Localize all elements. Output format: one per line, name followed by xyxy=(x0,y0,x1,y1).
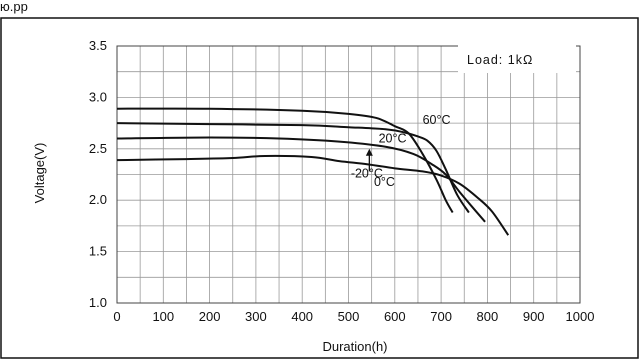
load-legend-background xyxy=(458,45,576,73)
series-group xyxy=(116,107,510,236)
y-tick-label: 1.0 xyxy=(89,295,107,310)
x-tick-label: 800 xyxy=(477,309,499,324)
curve-labels: 60°C 20°C -20°C0°C xyxy=(351,113,451,189)
y-tick-label: 2.5 xyxy=(89,141,107,156)
series-line-60C xyxy=(116,107,454,214)
series-line-minus20C xyxy=(116,154,510,236)
y-tick-label: 1.5 xyxy=(89,244,107,259)
x-tick-label: 300 xyxy=(245,309,267,324)
load-legend-text: Load: 1kΩ xyxy=(467,53,533,67)
curve-label: 60°C xyxy=(423,113,451,127)
curve-label: 0°C xyxy=(374,175,395,189)
x-tick-label: 400 xyxy=(291,309,313,324)
plot-area-border xyxy=(116,45,581,304)
y-tick-label: 3.0 xyxy=(89,89,107,104)
series-line-0C xyxy=(116,136,486,223)
x-tick-label: 1000 xyxy=(566,309,595,324)
x-tick-label: 700 xyxy=(430,309,452,324)
tick-labels: 0 100 200 300 400 500 600 700 800 900 1000 1.0 1.5 2.… xyxy=(89,38,595,324)
chart-frame xyxy=(0,17,639,359)
curve-label: -20°C xyxy=(351,167,383,181)
partial-title: ю.рр xyxy=(0,0,28,14)
plot-border xyxy=(116,45,581,304)
curve-label: 20°C xyxy=(379,132,407,146)
grid xyxy=(116,45,581,304)
load-legend: Load: 1kΩ xyxy=(458,45,576,73)
y-axis-title: Voltage(V) xyxy=(32,143,47,204)
series-line-20C xyxy=(116,122,470,214)
x-axis-title: Duration(h) xyxy=(322,339,387,354)
x-tick-label: 900 xyxy=(523,309,545,324)
x-tick-label: 200 xyxy=(199,309,221,324)
x-tick-label: 600 xyxy=(384,309,406,324)
x-tick-label: 0 xyxy=(113,309,120,324)
pointer-arrow-head xyxy=(365,148,373,156)
x-tick-label: 500 xyxy=(338,309,360,324)
y-tick-label: 3.5 xyxy=(89,38,107,53)
x-tick-label: 100 xyxy=(152,309,174,324)
y-tick-label: 2.0 xyxy=(89,192,107,207)
